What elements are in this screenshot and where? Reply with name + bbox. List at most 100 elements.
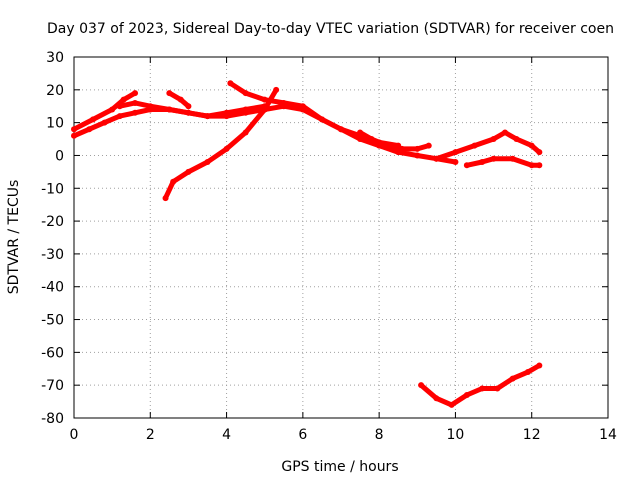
data-point xyxy=(490,155,497,162)
y-tick-label: -60 xyxy=(41,345,64,361)
data-point xyxy=(273,86,280,93)
data-point xyxy=(166,90,173,97)
y-tick-label: -20 xyxy=(41,214,64,230)
data-point xyxy=(120,96,127,103)
data-point xyxy=(399,145,406,152)
data-point xyxy=(448,401,455,408)
data-point xyxy=(166,106,173,113)
data-point xyxy=(383,142,390,149)
y-tick-label: -40 xyxy=(41,280,64,296)
data-point xyxy=(509,375,516,382)
x-tick-label: 12 xyxy=(523,427,541,443)
data-point xyxy=(479,385,486,392)
data-point xyxy=(536,149,543,156)
data-point xyxy=(452,159,459,166)
y-axis-label: SDTVAR / TECUs xyxy=(6,180,22,295)
data-point xyxy=(524,369,531,376)
series-line-arc-1 xyxy=(71,103,458,165)
y-tick-label: -80 xyxy=(41,411,64,427)
data-point xyxy=(490,136,497,143)
data-point xyxy=(357,129,364,136)
data-point xyxy=(109,106,116,113)
y-tick-label: -10 xyxy=(41,181,64,197)
data-point xyxy=(494,385,501,392)
data-point xyxy=(536,362,543,369)
y-tick-label: -50 xyxy=(41,313,64,329)
data-point xyxy=(414,145,421,152)
x-tick-label: 6 xyxy=(298,427,307,443)
series-line-arc-9 xyxy=(464,156,542,168)
data-point xyxy=(204,159,211,166)
data-point xyxy=(132,109,139,116)
y-tick-label: -30 xyxy=(41,247,64,263)
x-axis-ticks: 0 2 4 6 8 10 12 14 xyxy=(70,57,617,443)
data-point xyxy=(170,178,177,185)
data-point xyxy=(86,126,93,133)
y-tick-label: 0 xyxy=(55,148,64,164)
x-tick-label: 8 xyxy=(375,427,384,443)
y-tick-label: 10 xyxy=(46,116,64,132)
data-point xyxy=(242,106,249,113)
y-tick-label: 30 xyxy=(46,50,64,66)
data-point xyxy=(368,136,375,143)
x-tick-label: 4 xyxy=(222,427,231,443)
data-point xyxy=(479,159,486,166)
y-tick-label: -70 xyxy=(41,378,64,394)
data-point xyxy=(452,149,459,156)
data-point xyxy=(418,382,425,389)
data-point xyxy=(528,162,535,169)
grid-lines xyxy=(74,57,608,418)
y-axis-ticks: -80 -70 -60 -50 -40 -30 -20 -10 0 10 20 30 xyxy=(41,50,608,427)
data-point xyxy=(338,126,344,133)
x-tick-label: 14 xyxy=(599,427,617,443)
data-point xyxy=(116,113,123,120)
data-point xyxy=(242,90,249,97)
data-point xyxy=(132,90,139,97)
data-point xyxy=(528,142,535,149)
x-tick-label: 2 xyxy=(146,427,155,443)
data-point xyxy=(463,162,470,169)
data-point xyxy=(414,152,421,159)
data-point xyxy=(261,106,268,113)
data-point xyxy=(223,109,230,116)
data-point xyxy=(261,96,268,103)
x-tick-label: 10 xyxy=(447,427,465,443)
data-point xyxy=(223,145,230,152)
series-line-arc-6 xyxy=(227,80,401,149)
series-line-arc-5 xyxy=(163,87,279,201)
data-point xyxy=(242,129,249,136)
data-point xyxy=(433,155,440,162)
data-point xyxy=(90,116,97,123)
data-point xyxy=(502,129,509,136)
data-point xyxy=(162,195,169,202)
data-point xyxy=(71,132,77,139)
data-point xyxy=(425,142,432,149)
data-point xyxy=(147,103,154,110)
data-point xyxy=(185,103,192,110)
data-point xyxy=(318,116,325,123)
data-point xyxy=(132,99,139,106)
axes xyxy=(73,56,609,419)
plot-frame xyxy=(73,56,609,419)
data-point xyxy=(185,168,192,175)
data-point xyxy=(463,392,470,399)
data-point xyxy=(299,103,306,110)
series-line-arc-8 xyxy=(433,130,542,162)
data-point xyxy=(513,136,520,143)
data-point xyxy=(71,126,77,133)
data-point xyxy=(509,155,516,162)
data-point xyxy=(177,96,184,103)
data-point xyxy=(185,109,192,116)
data-point xyxy=(227,80,234,87)
data-point xyxy=(536,162,543,169)
data-point xyxy=(116,103,123,110)
data-point xyxy=(471,142,478,149)
data-point xyxy=(101,119,108,126)
data-series xyxy=(71,80,543,408)
x-tick-label: 0 xyxy=(70,427,79,443)
chart-title: Day 037 of 2023, Sidereal Day-to-day VTE… xyxy=(47,21,614,37)
x-axis-label: GPS time / hours xyxy=(281,459,398,475)
data-point xyxy=(204,113,211,120)
y-tick-label: 20 xyxy=(46,83,64,99)
